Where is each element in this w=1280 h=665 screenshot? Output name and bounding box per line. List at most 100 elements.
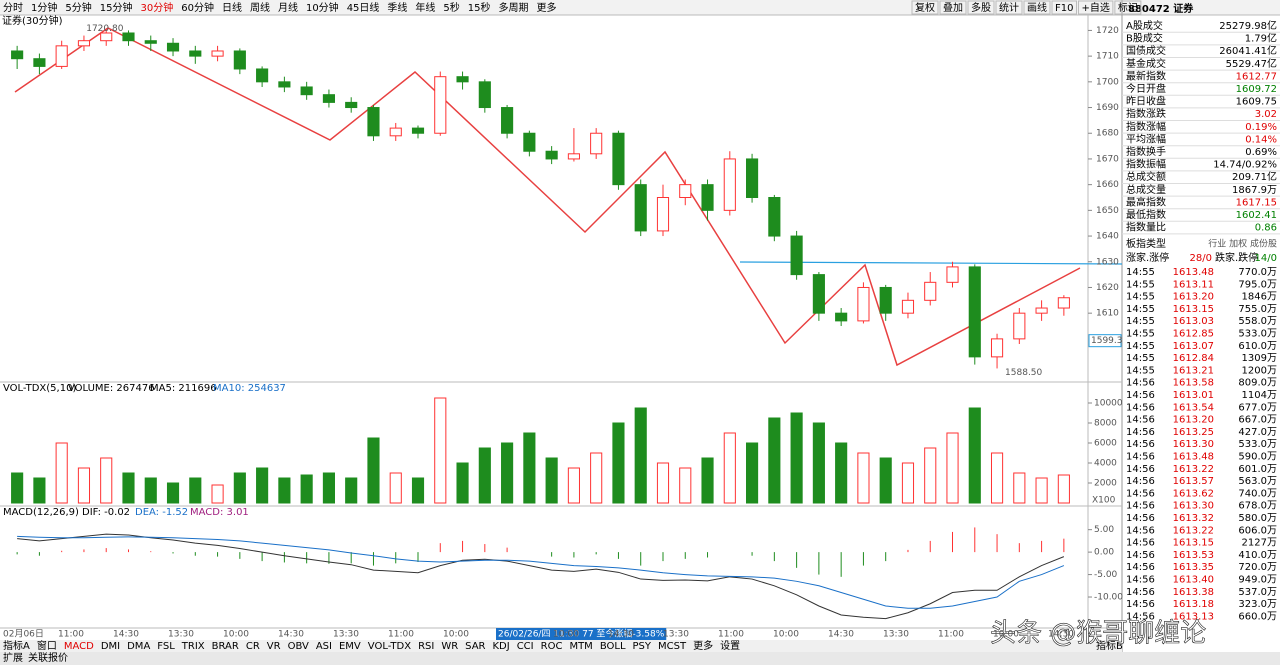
indicator-tab[interactable]: CR [246,641,260,652]
volume-bar [812,422,825,504]
period-tab[interactable]: 日线 [222,1,242,14]
indicator-tab[interactable]: OBV [288,641,309,652]
macd-value: MACD: 3.01 [190,507,249,518]
stat-value: 0.19% [1245,122,1277,133]
stat-label: 最新指数 [1126,69,1166,82]
tool-button[interactable]: 统计 [999,1,1019,14]
volume-bar [11,472,24,504]
indicator-tab[interactable]: RSI [418,641,434,652]
tool-button[interactable]: 标记 [1118,2,1138,14]
indicator-tab[interactable]: ASI [316,641,332,652]
indicator-tab[interactable]: MACD [64,641,94,652]
trade-volume: 580.0万 [1238,513,1277,524]
indicator-tab[interactable]: MTM [569,641,592,652]
period-tab[interactable]: 15秒 [468,1,491,14]
trade-price: 1612.84 [1173,353,1214,364]
period-tab[interactable]: 30分钟 [140,1,173,14]
volume-bar [1035,477,1048,504]
stat-label: 指数量比 [1126,221,1166,234]
trade-volume: 563.0万 [1238,476,1277,487]
indicator-tab[interactable]: VOL-TDX [368,641,411,652]
indicator-tab[interactable]: 窗口 [37,639,57,652]
indicator-tab[interactable]: ROC [541,641,563,652]
tool-button[interactable]: F10 [1055,3,1073,14]
indicator-tab[interactable]: CCI [517,641,534,652]
trade-time: 14:55 [1126,267,1155,278]
stat-label: 平均涨幅 [1126,132,1166,145]
indicator-tab[interactable]: KDJ [492,641,509,652]
trade-time: 14:56 [1126,550,1155,561]
indicator-tab[interactable]: TRIX [181,641,205,652]
volume-bar [55,442,68,504]
indicator-tab[interactable]: SAR [465,641,485,652]
trade-time: 14:56 [1126,427,1155,438]
indicator-tab[interactable]: EMV [339,641,361,652]
trade-time: 14:56 [1126,599,1155,610]
period-tab[interactable]: 更多 [537,1,557,14]
tool-button[interactable]: 叠加 [943,2,963,14]
period-tab[interactable]: 1分钟 [31,1,57,14]
volume-bar [478,447,491,504]
indicator-tab[interactable]: PSY [633,641,652,652]
time-label: 10:00 [443,630,469,640]
indicator-tab[interactable]: BOLL [600,641,626,652]
indicator-tab[interactable]: 更多 [693,639,713,652]
period-tab[interactable]: 10分钟 [306,1,339,14]
indicator-tab[interactable]: DMA [127,641,150,652]
candle-body [723,158,736,211]
period-tab[interactable]: 5秒 [443,1,459,14]
period-tab[interactable]: 多周期 [499,1,529,14]
board-opts[interactable]: 行业 加权 成份股 [1208,238,1277,250]
tool-button[interactable]: 复权 [915,1,935,14]
candle-body [166,42,180,52]
period-tab[interactable]: 年线 [415,1,435,14]
indicator-tab[interactable]: WR [441,641,458,652]
indicator-tab[interactable]: 指标A [3,639,30,652]
volume-bar [879,457,892,504]
tool-button[interactable]: +自选 [1081,1,1109,14]
trade-volume: 740.0万 [1238,488,1277,499]
time-label: 10:00 [773,630,799,640]
stat-label: 指数涨幅 [1126,120,1166,133]
period-tab[interactable]: 5分钟 [65,1,91,14]
trade-price: 1613.57 [1173,476,1214,487]
period-tab[interactable]: 月线 [278,1,298,14]
trade-time: 14:56 [1126,587,1155,598]
period-tab[interactable]: 45日线 [347,1,380,14]
candle-body [278,81,291,88]
indicator-tab[interactable]: DMI [101,641,120,652]
volume-bar [946,432,959,504]
trade-volume: 533.0万 [1238,439,1277,450]
y-tick-label: 1630 [1096,257,1119,267]
candle-body [812,274,825,314]
volume-bar [790,412,803,504]
indicator-tab[interactable]: 设置 [720,640,740,652]
volume-bar [345,477,358,504]
footer-item[interactable]: 扩展 [3,651,23,664]
trade-price: 1613.62 [1173,488,1214,499]
stat-label: 总成交额 [1126,170,1166,183]
indicator-tab[interactable]: VR [267,641,281,652]
period-tab[interactable]: 周线 [250,1,270,14]
indicator-tab[interactable]: BRAR [212,641,239,652]
tool-button[interactable]: 画线 [1027,1,1047,14]
trade-time: 14:56 [1126,525,1155,536]
volume-bar [612,422,625,504]
period-tab[interactable]: 分时 [3,2,23,14]
dea-line [17,535,1065,609]
footer-item[interactable]: 关联报价 [28,651,68,664]
tool-button[interactable]: 多股 [971,1,991,14]
period-tab[interactable]: 60分钟 [181,1,214,14]
indicator-b[interactable]: 指标B [1096,639,1123,652]
period-tab[interactable]: 季线 [387,1,407,14]
trade-price: 1613.21 [1173,365,1214,376]
trade-time: 14:56 [1126,575,1155,586]
indicator-tab[interactable]: FSL [157,641,175,652]
period-tab[interactable]: 15分钟 [100,1,133,14]
volume-bar [77,467,91,504]
indicator-tab[interactable]: MCST [658,641,687,652]
time-label: 11:00 [938,630,964,640]
candle-body [345,101,358,109]
y-tick-label: 1690 [1096,103,1119,113]
